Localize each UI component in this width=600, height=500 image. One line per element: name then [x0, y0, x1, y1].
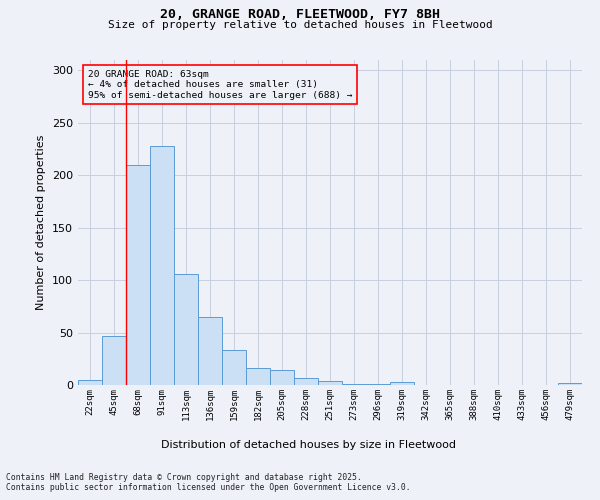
Bar [174, 274, 198, 385]
Bar [558, 383, 582, 385]
Bar [78, 380, 102, 385]
Text: Size of property relative to detached houses in Fleetwood: Size of property relative to detached ho… [107, 20, 493, 30]
Bar [198, 317, 222, 385]
Bar [102, 336, 126, 385]
Bar [246, 368, 270, 385]
Bar [222, 350, 246, 385]
Y-axis label: Number of detached properties: Number of detached properties [37, 135, 46, 310]
Bar [318, 381, 342, 385]
Bar [270, 370, 294, 385]
Text: 20, GRANGE ROAD, FLEETWOOD, FY7 8BH: 20, GRANGE ROAD, FLEETWOOD, FY7 8BH [160, 8, 440, 20]
Bar [150, 146, 174, 385]
Text: Distribution of detached houses by size in Fleetwood: Distribution of detached houses by size … [161, 440, 457, 450]
Text: Contains public sector information licensed under the Open Government Licence v3: Contains public sector information licen… [6, 484, 410, 492]
Bar [126, 165, 150, 385]
Text: Contains HM Land Registry data © Crown copyright and database right 2025.: Contains HM Land Registry data © Crown c… [6, 474, 362, 482]
Bar [294, 378, 318, 385]
Bar [390, 382, 414, 385]
Bar [342, 384, 366, 385]
Bar [366, 384, 390, 385]
Text: 20 GRANGE ROAD: 63sqm
← 4% of detached houses are smaller (31)
95% of semi-detac: 20 GRANGE ROAD: 63sqm ← 4% of detached h… [88, 70, 353, 100]
